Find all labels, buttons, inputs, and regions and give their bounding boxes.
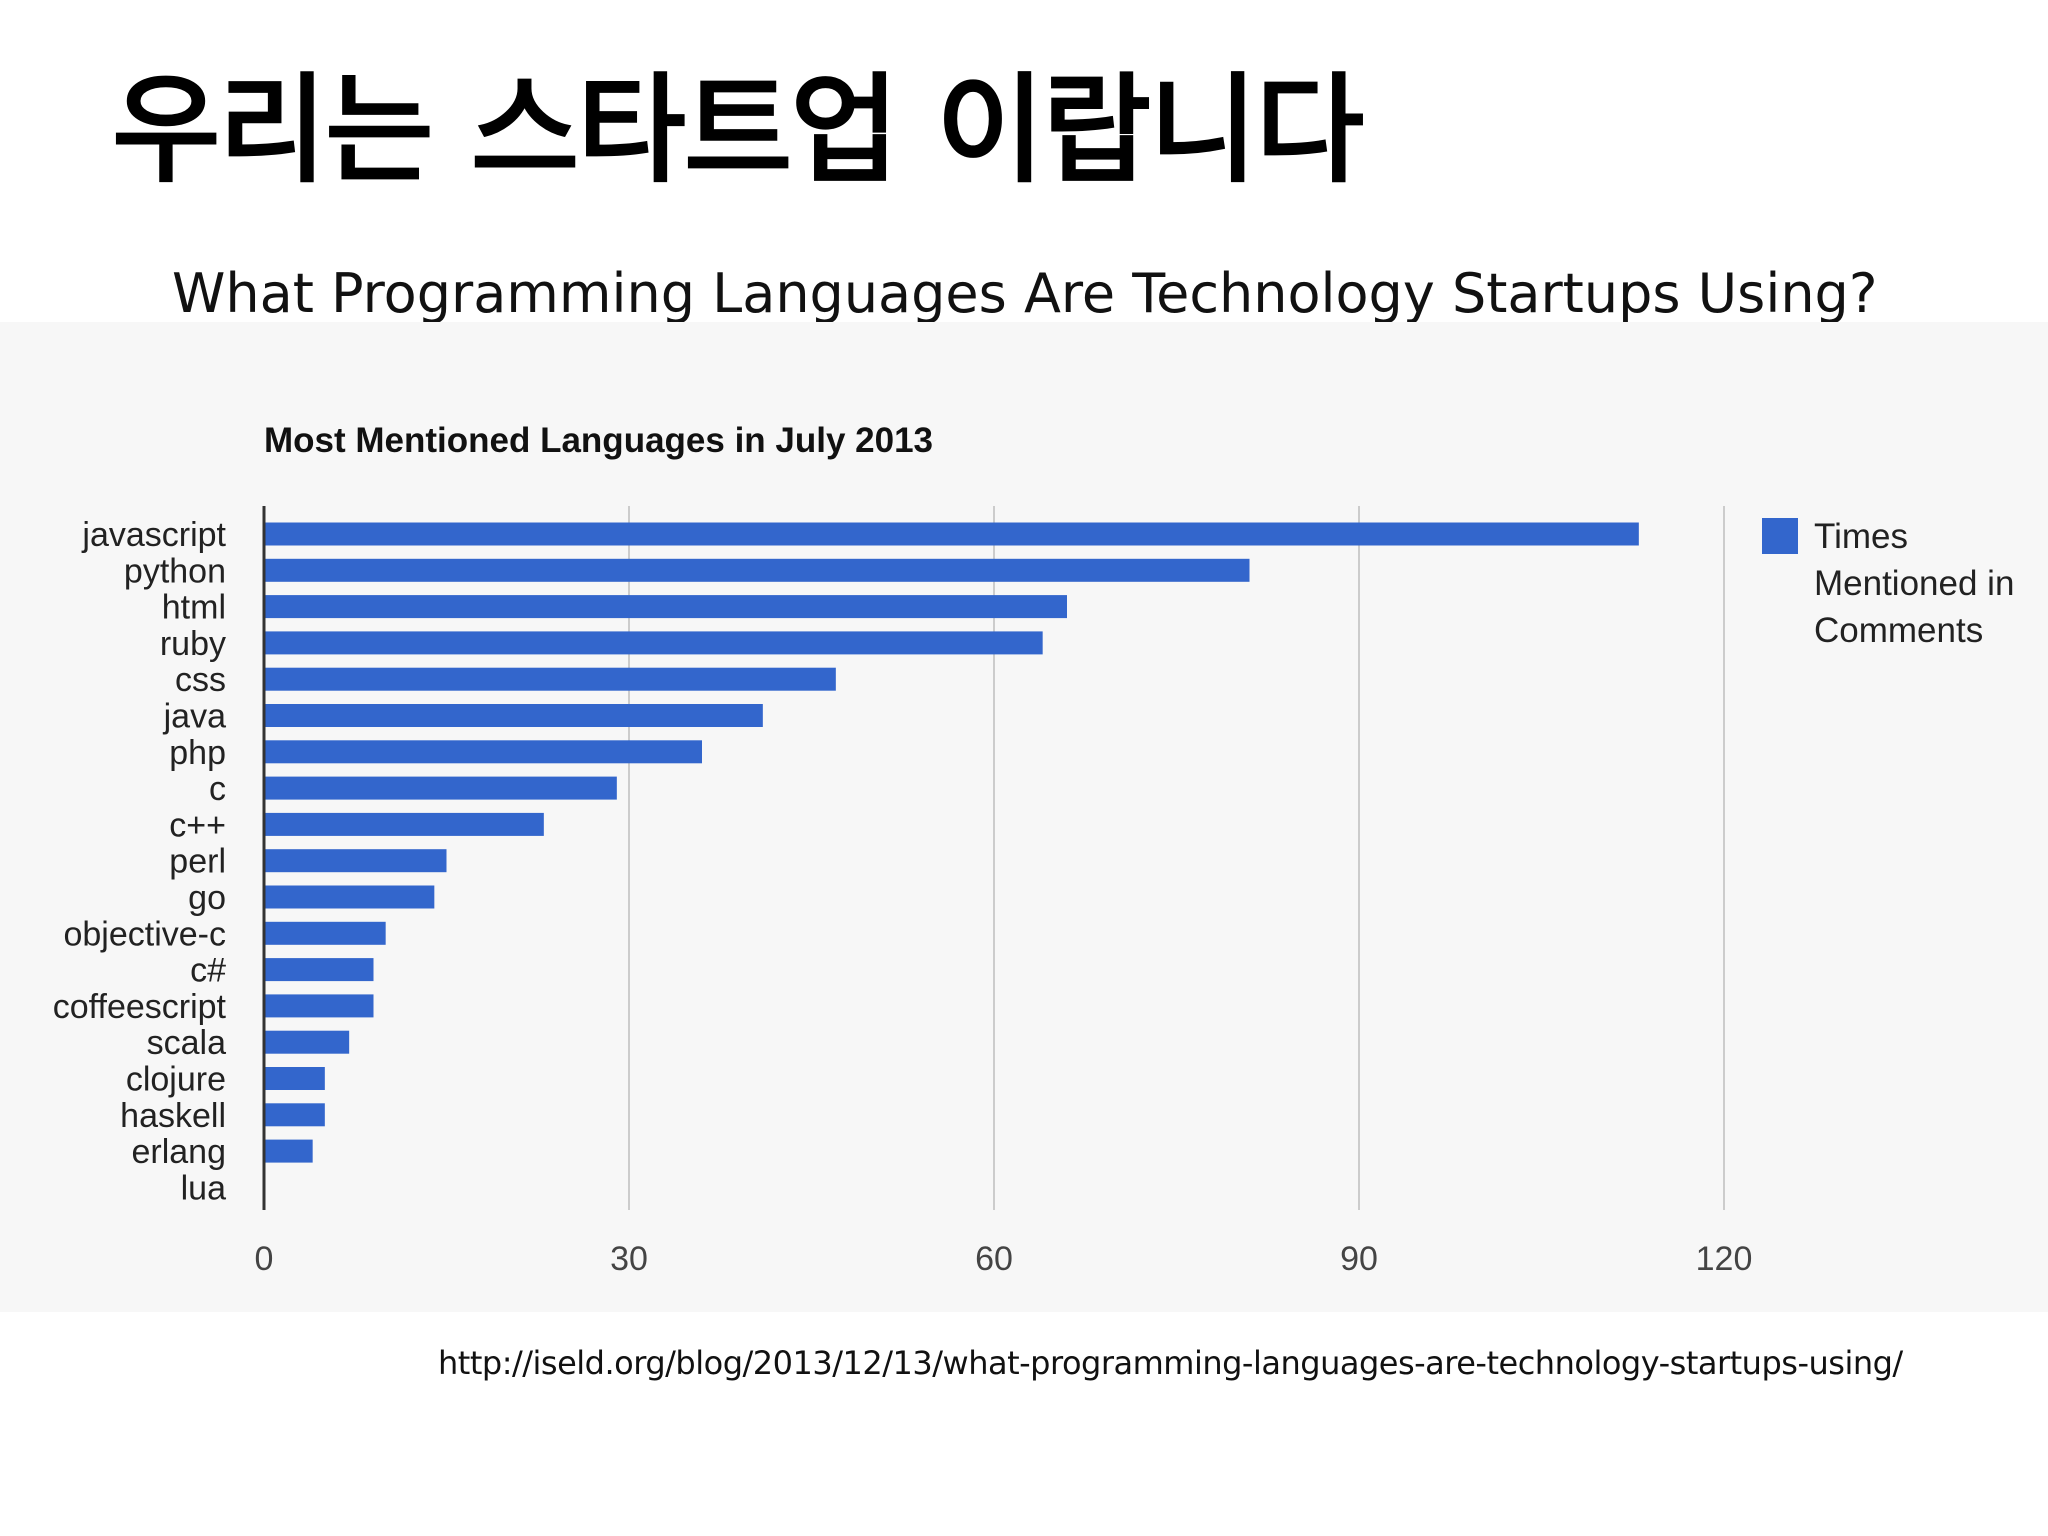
category-label-php: php xyxy=(169,734,226,772)
bar-coffeescript xyxy=(264,994,374,1018)
gridlines xyxy=(628,506,1725,1210)
legend-swatch xyxy=(1762,518,1798,554)
bar-ruby xyxy=(264,631,1043,655)
legend: Times Mentioned in Comments xyxy=(1762,517,2014,650)
category-label-css: css xyxy=(175,661,226,699)
category-label-scala: scala xyxy=(147,1024,226,1062)
bar-haskell xyxy=(264,1103,325,1127)
x-tick-120: 120 xyxy=(1696,1240,1753,1278)
bar-scala xyxy=(264,1030,350,1054)
bars xyxy=(264,522,1639,1163)
bar-erlang xyxy=(264,1139,313,1163)
category-label-lua: lua xyxy=(181,1169,226,1207)
category-label-c: c xyxy=(209,770,226,808)
slide-subtitle: What Programming Languages Are Technolog… xyxy=(172,262,1878,322)
bar-perl xyxy=(264,849,447,873)
bar-java xyxy=(264,704,763,727)
bar-go xyxy=(264,885,435,909)
bar-c++ xyxy=(264,812,544,836)
bar-c# xyxy=(264,958,374,982)
category-label-c++: c++ xyxy=(169,806,226,844)
category-label-erlang: erlang xyxy=(131,1133,226,1171)
category-label-c#: c# xyxy=(190,952,226,990)
bar-objective-c xyxy=(264,921,386,945)
slide-title: 우리는 스타트업 이랍니다 xyxy=(112,61,1364,199)
bar-chart: Most Mentioned Languages in July 2013 ja… xyxy=(53,421,2015,1278)
bar-clojure xyxy=(264,1067,325,1090)
bar-javascript xyxy=(264,522,1639,546)
category-label-haskell: haskell xyxy=(120,1097,226,1135)
category-labels: javascriptpythonhtmlrubycssjavaphpcc++pe… xyxy=(53,516,227,1207)
bar-html xyxy=(264,595,1067,619)
source-url: http://iseld.org/blog/2013/12/13/what-pr… xyxy=(438,1344,1903,1382)
legend-label: Times Mentioned in Comments xyxy=(1814,517,2014,650)
bar-python xyxy=(264,558,1250,582)
x-tick-labels: 0 30 60 90 120 xyxy=(255,1240,1753,1278)
category-label-clojure: clojure xyxy=(126,1061,226,1099)
category-label-javascript: javascript xyxy=(81,516,226,554)
category-label-go: go xyxy=(188,879,226,917)
x-tick-30: 30 xyxy=(610,1240,648,1278)
category-label-ruby: ruby xyxy=(160,625,226,663)
category-label-java: java xyxy=(163,698,226,736)
category-label-perl: perl xyxy=(169,843,226,881)
bar-css xyxy=(264,667,836,691)
category-label-objective-c: objective-c xyxy=(63,915,226,953)
x-tick-90: 90 xyxy=(1340,1240,1378,1278)
x-tick-0: 0 xyxy=(255,1240,274,1278)
bar-php xyxy=(264,740,702,764)
category-label-html: html xyxy=(162,589,226,627)
x-tick-60: 60 xyxy=(975,1240,1013,1278)
category-label-coffeescript: coffeescript xyxy=(53,988,227,1026)
bar-c xyxy=(264,776,617,800)
chart-title: Most Mentioned Languages in July 2013 xyxy=(264,421,933,460)
chart-panel: Most Mentioned Languages in July 2013 ja… xyxy=(0,322,2048,1312)
category-label-python: python xyxy=(124,552,226,590)
